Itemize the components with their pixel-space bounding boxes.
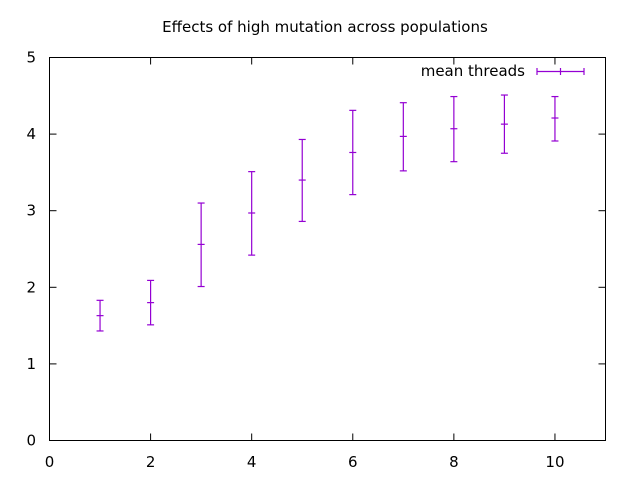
error-bar-point	[500, 94, 508, 154]
error-bar-point	[349, 109, 357, 196]
error-bar-point	[248, 171, 256, 256]
tick-marks	[49, 57, 606, 441]
plot-frame	[49, 57, 606, 441]
legend: mean threads	[421, 62, 585, 80]
y-tick-label: 4	[26, 125, 36, 143]
y-tick-label: 3	[26, 202, 36, 220]
x-tick-label: 6	[348, 453, 358, 471]
error-bar-point	[298, 138, 306, 223]
x-tick-label: 4	[247, 453, 257, 471]
error-bar-point	[197, 202, 205, 288]
error-bar-point	[399, 102, 407, 172]
axes	[49, 57, 606, 441]
x-tick-label: 0	[45, 453, 55, 471]
error-bar-point	[450, 95, 458, 163]
y-tick-label: 0	[26, 432, 36, 450]
series-mean-threads	[96, 94, 559, 332]
x-tick-label: 8	[449, 453, 459, 471]
error-bar-point	[551, 95, 559, 142]
tick-labels: 0 2 4 6 8 10 0 1 2 3 4 5	[26, 49, 564, 472]
y-tick-label: 1	[26, 355, 36, 373]
x-tick-label: 10	[545, 453, 564, 471]
legend-label: mean threads	[421, 62, 525, 80]
chart-title: Effects of high mutation across populati…	[162, 18, 488, 36]
x-tick-label: 2	[146, 453, 156, 471]
y-tick-label: 2	[26, 278, 36, 296]
error-bar-point	[96, 299, 104, 332]
error-bar-point	[147, 279, 155, 326]
y-tick-label: 5	[26, 49, 36, 67]
